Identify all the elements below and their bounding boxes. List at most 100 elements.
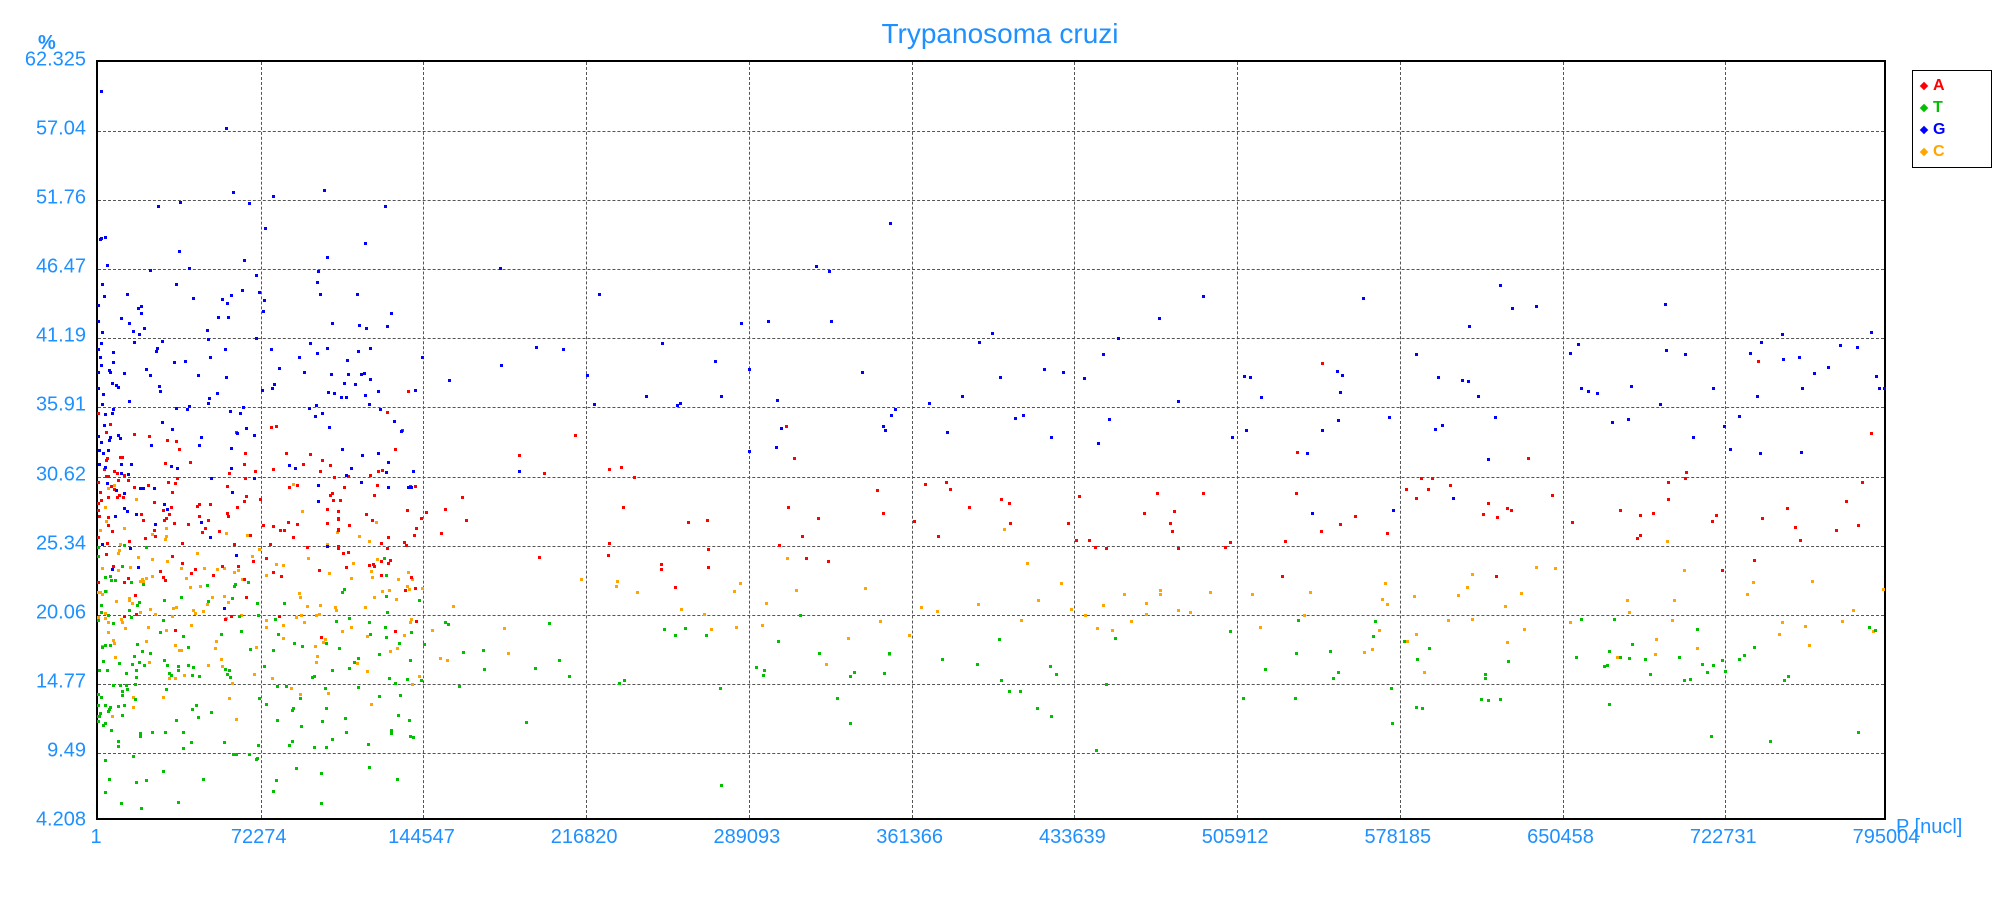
data-point-A <box>371 519 374 522</box>
data-point-T <box>292 707 295 710</box>
data-point-G <box>815 265 818 268</box>
data-point-C <box>825 663 828 666</box>
data-point-G <box>1494 416 1497 419</box>
data-point-A <box>162 576 165 579</box>
data-point-G <box>1878 387 1881 390</box>
data-point-T <box>410 631 413 634</box>
data-point-C <box>1466 586 1469 589</box>
gridline-h <box>98 615 1884 616</box>
data-point-T <box>182 731 185 734</box>
data-point-A <box>133 486 136 489</box>
data-point-T <box>378 653 381 656</box>
x-tick-label: 578185 <box>1364 826 1431 849</box>
data-point-G <box>100 237 103 240</box>
data-point-G <box>1813 372 1816 375</box>
x-tick-label: 505912 <box>1202 826 1269 849</box>
data-point-T <box>1628 657 1631 660</box>
data-point-G <box>319 293 322 296</box>
data-point-T <box>165 688 168 691</box>
data-point-T <box>1644 658 1647 661</box>
data-point-G <box>173 361 176 364</box>
x-tick-label: 361366 <box>876 826 943 849</box>
data-point-G <box>1569 352 1572 355</box>
data-point-G <box>1306 452 1309 455</box>
data-point-C <box>225 617 228 620</box>
data-point-T <box>1484 673 1487 676</box>
data-point-C <box>1037 599 1040 602</box>
data-point-T <box>168 672 171 675</box>
data-point-A <box>1156 492 1159 495</box>
data-point-G <box>1535 305 1538 308</box>
data-point-C <box>151 575 154 578</box>
data-point-T <box>1701 663 1704 666</box>
data-point-G <box>1441 424 1444 427</box>
data-point-G <box>1467 380 1470 383</box>
data-point-G <box>326 545 329 548</box>
data-point-T <box>235 753 238 756</box>
data-point-C <box>253 673 256 676</box>
data-point-T <box>763 669 766 672</box>
gridline-h <box>98 131 1884 132</box>
data-point-G <box>126 293 129 296</box>
data-point-T <box>255 758 258 761</box>
data-point-C <box>107 487 110 490</box>
data-point-C <box>864 587 867 590</box>
data-point-G <box>235 554 238 557</box>
data-point-T <box>1374 620 1377 623</box>
data-point-T <box>1608 703 1611 706</box>
data-point-G <box>104 413 107 416</box>
data-point-G <box>102 393 105 396</box>
data-point-C <box>174 677 177 680</box>
data-point-C <box>328 572 331 575</box>
data-point-A <box>1427 488 1430 491</box>
data-point-A <box>116 496 119 499</box>
data-point-C <box>203 567 206 570</box>
data-point-G <box>108 439 111 442</box>
data-point-G <box>206 329 209 332</box>
data-point-A <box>1510 509 1513 512</box>
data-point-C <box>1378 629 1381 632</box>
data-point-G <box>97 320 100 323</box>
data-point-A <box>107 475 110 478</box>
data-point-A <box>165 517 168 520</box>
x-tick-label: 433639 <box>1039 826 1106 849</box>
data-point-C <box>350 626 353 629</box>
data-point-T <box>1874 629 1877 632</box>
data-point-G <box>1665 349 1668 352</box>
data-point-A <box>1088 539 1091 542</box>
data-point-T <box>191 708 194 711</box>
data-point-G <box>317 270 320 273</box>
data-point-C <box>879 620 882 623</box>
data-point-G <box>347 373 350 376</box>
data-point-G <box>186 408 189 411</box>
data-point-T <box>140 807 143 810</box>
data-point-G <box>1108 418 1111 421</box>
gridline-h <box>98 269 1884 270</box>
data-point-T <box>224 668 227 671</box>
data-point-A <box>140 513 143 516</box>
data-point-G <box>1050 436 1053 439</box>
data-point-G <box>999 376 1002 379</box>
data-point-G <box>278 367 281 370</box>
data-point-C <box>1841 620 1844 623</box>
data-point-T <box>112 684 115 687</box>
data-point-A <box>153 529 156 532</box>
data-point-A <box>339 499 342 502</box>
data-point-C <box>265 574 268 577</box>
data-point-A <box>1420 477 1423 480</box>
data-point-C <box>199 585 202 588</box>
data-point-A <box>380 574 383 577</box>
data-point-G <box>101 331 104 334</box>
data-point-G <box>230 294 233 297</box>
data-point-C <box>680 608 683 611</box>
data-point-A <box>817 517 820 520</box>
data-point-A <box>272 468 275 471</box>
data-point-C <box>314 645 317 648</box>
data-point-C <box>258 548 261 551</box>
gridline-v <box>749 62 750 818</box>
data-point-C <box>1447 619 1450 622</box>
data-point-G <box>120 317 123 320</box>
data-point-C <box>207 664 210 667</box>
data-point-G <box>163 503 166 506</box>
data-point-C <box>174 644 177 647</box>
